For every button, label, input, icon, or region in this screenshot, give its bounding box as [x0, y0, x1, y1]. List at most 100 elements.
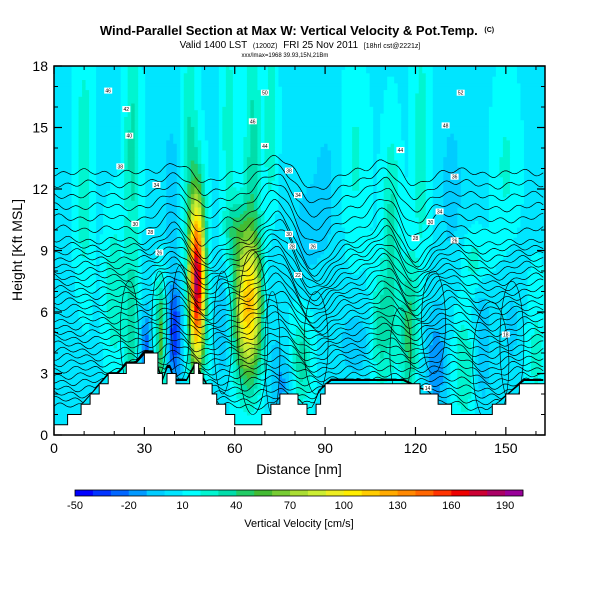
velocity-cell	[162, 247, 171, 252]
velocity-cell	[138, 96, 146, 101]
velocity-cell	[180, 203, 185, 208]
velocity-cell	[176, 374, 181, 379]
velocity-cell	[229, 280, 234, 285]
velocity-cell	[260, 220, 266, 225]
velocity-cell	[541, 257, 545, 262]
velocity-cell	[96, 227, 104, 231]
velocity-cell	[243, 159, 248, 164]
velocity-cell	[246, 324, 251, 329]
velocity-cell	[145, 116, 181, 121]
velocity-cell	[271, 230, 297, 235]
velocity-cell	[225, 92, 234, 97]
velocity-cell	[190, 327, 195, 332]
velocity-cell	[78, 129, 90, 134]
velocity-cell	[317, 257, 346, 262]
velocity-cell	[204, 334, 209, 339]
velocity-cell	[397, 223, 420, 228]
velocity-cell	[155, 307, 160, 312]
velocity-cell	[141, 297, 153, 302]
velocity-cell	[394, 297, 406, 302]
velocity-cell	[89, 196, 97, 201]
velocity-cell	[408, 136, 416, 141]
velocity-cell	[236, 394, 248, 399]
velocity-cell	[499, 169, 511, 174]
velocity-cell	[236, 367, 241, 372]
velocity-cell	[281, 123, 343, 127]
velocity-cell	[523, 166, 545, 171]
velocity-cell	[401, 119, 409, 124]
velocity-cell	[488, 133, 525, 138]
velocity-cell	[488, 143, 504, 148]
velocity-cell	[176, 324, 181, 329]
velocity-cell	[264, 290, 269, 295]
velocity-cell	[467, 267, 479, 272]
velocity-cell	[390, 193, 395, 198]
velocity-cell	[474, 388, 483, 392]
velocity-cell	[183, 260, 188, 265]
velocity-cell	[204, 267, 209, 272]
velocity-cell	[523, 169, 545, 174]
velocity-cell	[292, 374, 297, 379]
velocity-cell	[264, 260, 269, 265]
velocity-cell	[166, 200, 178, 205]
velocity-cell	[467, 404, 476, 409]
velocity-cell	[134, 183, 139, 188]
velocity-cell	[281, 149, 322, 154]
velocity-cell	[488, 190, 504, 195]
velocity-cell	[208, 391, 230, 396]
velocity-cell	[89, 112, 97, 117]
velocity-cell	[257, 377, 262, 382]
velocity-cell	[89, 96, 97, 101]
velocity-cell	[376, 153, 388, 158]
velocity-cell	[425, 324, 448, 329]
velocity-cell	[260, 310, 266, 315]
velocity-cell	[134, 136, 139, 141]
velocity-cell	[134, 163, 139, 168]
velocity-cell	[457, 391, 472, 396]
velocity-cell	[134, 196, 139, 201]
velocity-cell	[138, 320, 143, 325]
velocity-cell	[425, 371, 430, 376]
velocity-cell	[99, 240, 111, 245]
velocity-cell	[260, 200, 280, 205]
velocity-cell	[509, 166, 525, 171]
velocity-cell	[127, 344, 136, 349]
velocity-cell	[460, 173, 490, 178]
velocity-cell	[523, 126, 545, 131]
velocity-cell	[257, 173, 262, 178]
velocity-cell	[229, 210, 244, 215]
velocity-cell	[341, 196, 374, 201]
velocity-cell	[124, 227, 139, 231]
velocity-cell	[218, 297, 227, 302]
velocity-cell	[183, 136, 188, 141]
velocity-cell	[169, 260, 178, 265]
velocity-cell	[96, 96, 122, 101]
velocity-cell	[450, 351, 458, 356]
velocity-cell	[499, 260, 532, 265]
velocity-cell	[106, 317, 129, 322]
velocity-cell	[331, 180, 343, 184]
velocity-cell	[232, 357, 237, 362]
velocity-cell	[471, 388, 476, 392]
velocity-cell	[243, 280, 248, 285]
velocity-cell	[243, 180, 248, 184]
velocity-cell	[159, 341, 164, 346]
velocity-cell	[509, 304, 515, 309]
velocity-cell	[243, 139, 251, 144]
velocity-cell	[201, 96, 220, 101]
velocity-cell	[201, 300, 206, 305]
velocity-cell	[106, 310, 129, 315]
velocity-cell	[345, 247, 385, 252]
velocity-cell	[194, 143, 202, 148]
velocity-cell	[187, 190, 192, 195]
velocity-cell	[204, 133, 220, 138]
velocity-cell	[183, 143, 188, 148]
velocity-cell	[194, 126, 199, 131]
velocity-cell	[208, 263, 213, 268]
velocity-cell	[155, 260, 164, 265]
velocity-cell	[527, 310, 545, 315]
velocity-cell	[460, 196, 490, 201]
velocity-cell	[443, 351, 448, 356]
velocity-cell	[71, 106, 80, 111]
velocity-cell	[148, 310, 153, 315]
